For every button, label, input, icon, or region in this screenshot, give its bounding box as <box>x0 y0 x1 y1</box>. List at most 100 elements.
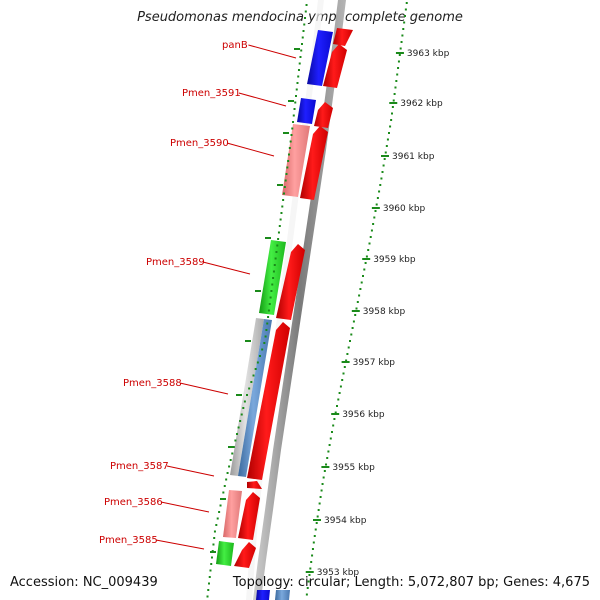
outer-tick <box>332 424 335 427</box>
inner-tick <box>304 17 307 19</box>
inner-major-tick <box>255 290 261 292</box>
kbp-label: 3954 kbp <box>324 516 367 526</box>
outer-tick <box>390 119 393 121</box>
gene-leader-line <box>160 501 210 513</box>
outer-tick <box>316 515 319 518</box>
inner-major-tick <box>265 237 271 239</box>
gene-label[interactable]: Pmen_3588 <box>123 378 182 389</box>
outer-tick <box>401 34 404 37</box>
gene-label[interactable]: Pmen_3587 <box>110 461 169 472</box>
gene-arrow-9[interactable] <box>234 542 256 568</box>
outer-tick <box>343 366 346 368</box>
inner-tick <box>301 36 304 39</box>
gene-arrow-3[interactable] <box>314 102 333 128</box>
outer-tick <box>363 268 366 271</box>
kbp-label: 3955 kbp <box>332 463 375 473</box>
gene-label[interactable]: panB <box>222 40 248 51</box>
genome-summary: Topology: circular; Length: 5,072,807 bp… <box>232 575 590 590</box>
outer-tick <box>381 171 384 173</box>
outer-tick <box>364 262 367 264</box>
outer-tick <box>360 281 363 284</box>
gene-label[interactable]: Pmen_3589 <box>146 257 205 268</box>
inner-tick <box>300 43 303 45</box>
gene-block-panB[interactable] <box>307 30 333 86</box>
inner-tick <box>297 69 300 71</box>
inner-tick <box>277 238 280 240</box>
gene-arrow-7[interactable] <box>247 481 262 489</box>
inner-tick <box>207 589 210 591</box>
kbp-major-tick <box>395 52 404 54</box>
outer-tick <box>346 353 349 355</box>
gene-block-pmen3591[interactable] <box>297 98 316 124</box>
inner-tick <box>265 329 268 331</box>
gene-arrow-2[interactable] <box>323 44 347 88</box>
inner-tick <box>292 114 295 117</box>
inner-tick <box>293 108 296 110</box>
outer-tick <box>350 333 353 336</box>
gene-block-pmen3588-grey[interactable] <box>230 318 264 476</box>
outer-tick <box>402 28 405 30</box>
gene-label[interactable]: Pmen_3586 <box>104 497 163 508</box>
kbp-label: 3963 kbp <box>407 49 450 59</box>
outer-tick <box>339 385 342 388</box>
kbp-major-tick <box>305 571 314 573</box>
inner-tick <box>288 147 291 149</box>
gene-label[interactable]: Pmen_3585 <box>99 535 158 546</box>
outer-tick <box>341 379 344 381</box>
kbp-major-tick <box>389 102 398 104</box>
inner-tick <box>291 127 294 130</box>
gene-block-pmen3588-steel[interactable] <box>238 319 272 477</box>
outer-tick <box>393 93 396 95</box>
gene-block-pmen3590[interactable] <box>282 124 310 197</box>
inner-tick <box>287 153 290 156</box>
outer-tick <box>330 431 333 433</box>
gene-block-pmen3586[interactable] <box>223 490 242 538</box>
outer-tick <box>315 522 318 524</box>
gene-arrow-8[interactable] <box>238 492 260 540</box>
outer-tick <box>368 242 371 245</box>
inner-tick <box>263 342 266 344</box>
inner-tick <box>246 394 248 396</box>
inner-major-tick <box>245 340 251 342</box>
inner-tick <box>290 134 293 136</box>
inner-tick <box>274 257 277 260</box>
outer-tick <box>358 294 361 297</box>
inner-tick <box>208 576 211 578</box>
inner-major-tick <box>277 184 283 186</box>
inner-tick <box>259 355 261 357</box>
gene-arrow-1[interactable] <box>333 28 353 46</box>
outer-tick <box>365 255 368 258</box>
outer-tick <box>391 112 393 115</box>
outer-tick <box>369 236 372 238</box>
inner-tick <box>285 173 288 175</box>
inner-tick <box>261 348 264 351</box>
outer-tick <box>378 190 381 193</box>
inner-tick <box>269 296 272 299</box>
gene-label[interactable]: Pmen_3590 <box>170 138 229 149</box>
inner-tick <box>264 335 267 338</box>
outer-tick <box>325 463 328 466</box>
outer-tick <box>327 450 330 453</box>
gene-block-pmen3585[interactable] <box>216 541 234 566</box>
outer-tick <box>359 288 362 290</box>
gene-label[interactable]: Pmen_3591 <box>182 88 241 99</box>
outer-tick <box>321 483 324 485</box>
outer-tick <box>404 15 406 17</box>
kbp-major-tick <box>341 361 350 363</box>
inner-tick <box>213 537 216 539</box>
outer-tick <box>382 164 385 167</box>
map-title: Pseudomonas mendocina ymp, complete geno… <box>137 10 463 25</box>
inner-tick <box>240 413 243 416</box>
inner-tick <box>210 563 213 565</box>
gene-leader-line <box>226 142 275 157</box>
gene-arrow-5[interactable] <box>276 244 305 320</box>
outer-tick <box>372 223 375 225</box>
gene-arrow-4[interactable] <box>300 126 328 200</box>
gene-arrow-6[interactable] <box>247 322 290 480</box>
outer-tick <box>394 86 397 89</box>
outer-tick-ring <box>305 2 408 596</box>
kbp-label: 3956 kbp <box>342 410 385 420</box>
inner-tick <box>302 30 305 32</box>
outer-tick <box>362 275 364 277</box>
inner-tick <box>228 465 231 468</box>
